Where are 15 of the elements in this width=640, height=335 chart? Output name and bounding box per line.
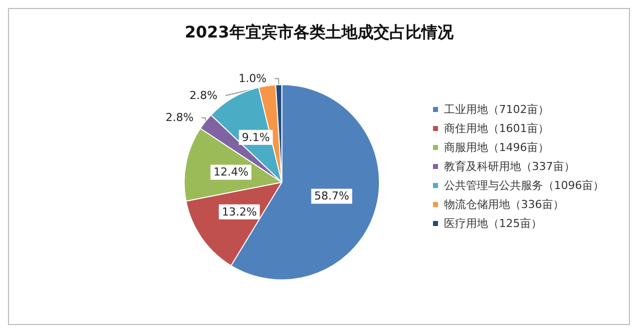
data-label: 9.1% — [242, 130, 270, 144]
legend-label: 公共管理与公共服务（1096亩） — [444, 179, 604, 192]
legend-label: 商服用地（1496亩） — [444, 141, 550, 154]
data-label: 13.2% — [222, 205, 257, 218]
legend-label: 工业用地（7102亩） — [444, 103, 550, 116]
legend-label: 商住用地（1601亩） — [444, 122, 550, 135]
legend-label: 物流仓储用地（336亩） — [444, 198, 564, 211]
data-label: 2.8% — [166, 111, 194, 124]
legend-label: 教育及科研用地（337亩） — [444, 160, 576, 173]
data-label: 2.8% — [190, 89, 218, 102]
chart-title: 2023年宜宾市各类土地成交占比情况 — [184, 22, 454, 42]
legend-label: 医疗用地（125亩） — [444, 217, 542, 230]
data-label: 1.0% — [238, 72, 267, 86]
data-label: 12.4% — [213, 166, 248, 179]
data-label: 58.7% — [314, 190, 350, 203]
